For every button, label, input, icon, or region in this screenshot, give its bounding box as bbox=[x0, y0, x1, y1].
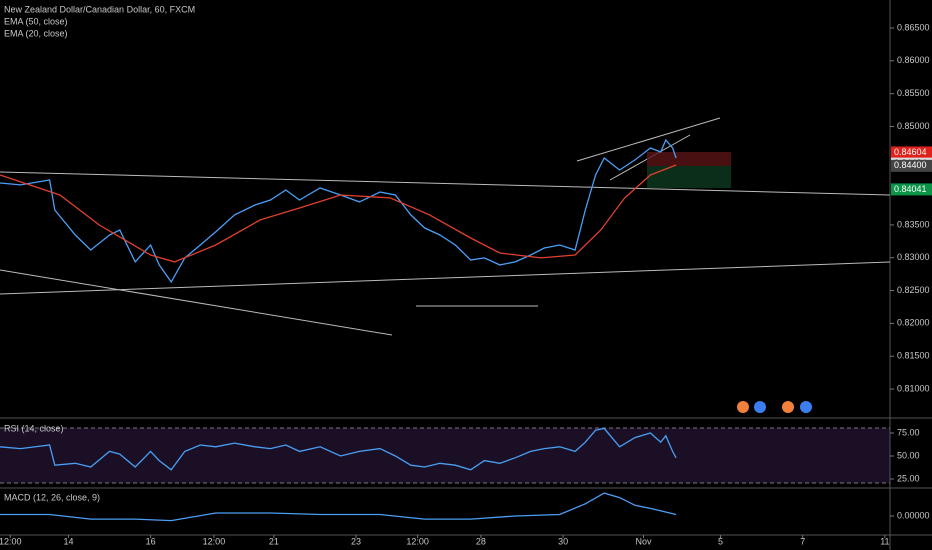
series-line bbox=[0, 427, 677, 471]
y-tick-label: 0.82500 bbox=[897, 285, 930, 295]
target-zone bbox=[647, 166, 731, 188]
price-flag-label: 0.84041 bbox=[894, 184, 927, 194]
event-icon[interactable] bbox=[800, 401, 812, 413]
series-line bbox=[0, 138, 677, 284]
x-tick-label: Nov bbox=[636, 536, 653, 546]
y-tick-label: 0.85500 bbox=[897, 88, 930, 98]
y-tick-label: 0.82000 bbox=[897, 318, 930, 328]
x-tick-label: 12:00 bbox=[203, 536, 226, 546]
series-line bbox=[0, 164, 677, 263]
y-tick-label: 50.00 bbox=[897, 450, 920, 460]
x-tick-label: 14 bbox=[63, 536, 73, 546]
price-flag-label: 0.84604 bbox=[894, 147, 927, 157]
y-tick-label: 0.83500 bbox=[897, 219, 930, 229]
pane-title: RSI (14, close) bbox=[4, 423, 64, 433]
price-flag bbox=[891, 183, 932, 196]
x-tick-label: 30 bbox=[558, 536, 568, 546]
x-tick-label: 16 bbox=[146, 536, 156, 546]
series-line bbox=[0, 492, 677, 522]
trend-line bbox=[0, 269, 393, 336]
x-tick-label: 21 bbox=[269, 536, 279, 546]
trend-line bbox=[0, 171, 891, 196]
y-tick-label: 75.00 bbox=[897, 427, 920, 437]
chart-title: New Zealand Dollar/Canadian Dollar, 60, … bbox=[4, 4, 195, 14]
y-tick-label: 0.81000 bbox=[897, 383, 930, 393]
y-tick-label: 0.83000 bbox=[897, 252, 930, 262]
price-flag bbox=[891, 159, 932, 172]
event-icon[interactable] bbox=[782, 401, 794, 413]
y-tick-label: 0.86500 bbox=[897, 22, 930, 32]
y-tick-label: 25.00 bbox=[897, 473, 920, 483]
event-icon[interactable] bbox=[737, 401, 749, 413]
trend-line bbox=[576, 117, 721, 162]
trend-line bbox=[0, 261, 891, 295]
y-tick-label: 0.00000 bbox=[897, 510, 930, 520]
price-flag bbox=[891, 146, 932, 159]
y-tick-label: 0.85000 bbox=[897, 121, 930, 131]
x-tick-label: 11 bbox=[880, 536, 889, 546]
y-tick-label: 0.86000 bbox=[897, 55, 930, 65]
indicator-label: EMA (50, close) bbox=[4, 16, 68, 26]
rsi-band bbox=[0, 428, 890, 483]
x-tick-label: 7 bbox=[800, 536, 805, 546]
x-tick-label: 12:00 bbox=[406, 536, 429, 546]
indicator-label: EMA (20, close) bbox=[4, 28, 68, 38]
x-tick-label: 28 bbox=[476, 536, 486, 546]
event-icon[interactable] bbox=[754, 401, 766, 413]
pane-title: MACD (12, 26, close, 9) bbox=[4, 492, 100, 502]
price-flag-label: 0.84400 bbox=[894, 160, 927, 170]
x-tick-label: 23 bbox=[351, 536, 361, 546]
y-tick-label: 0.81500 bbox=[897, 351, 930, 361]
stop-zone bbox=[647, 152, 731, 166]
x-tick-label: 12:00 bbox=[0, 536, 22, 546]
x-tick-label: 5 bbox=[718, 536, 723, 546]
